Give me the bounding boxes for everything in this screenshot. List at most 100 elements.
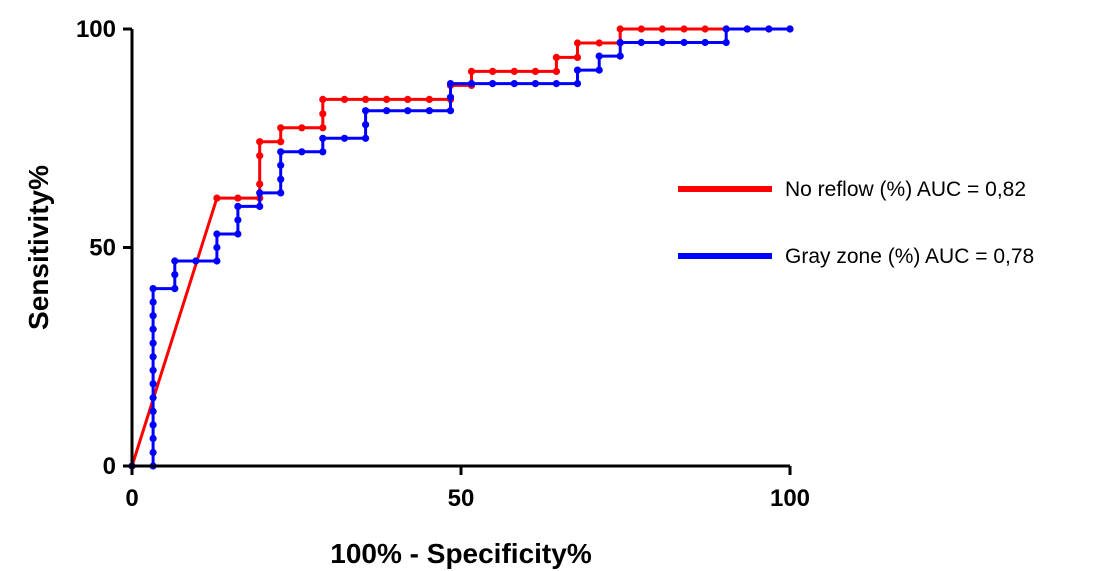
data-point (213, 257, 221, 265)
data-point (658, 25, 666, 33)
x-tick-label: 0 (125, 485, 138, 512)
series-line (132, 27, 790, 468)
data-point (680, 25, 688, 33)
data-point (362, 107, 370, 115)
data-point (234, 194, 242, 202)
x-tick-label: 100 (770, 485, 810, 512)
data-point (277, 189, 285, 197)
data-point (149, 366, 157, 374)
data-point (277, 138, 285, 146)
data-point (149, 353, 157, 361)
data-point (446, 107, 455, 115)
data-point (552, 53, 561, 62)
data-point (446, 93, 455, 101)
series-line (130, 27, 790, 467)
data-point (616, 52, 624, 60)
data-point (277, 148, 285, 156)
data-point (234, 216, 242, 224)
data-point (404, 95, 412, 103)
series-2 (128, 25, 794, 470)
y-axis-ticks: 0 50 100 (76, 16, 132, 480)
x-axis-ticks: 0 50 100 (125, 466, 810, 512)
data-point (171, 257, 179, 265)
legend-item: No reflow (%) AUC = 0,82 (678, 178, 1026, 201)
data-point (340, 95, 349, 103)
data-point (467, 80, 476, 88)
data-point (298, 148, 306, 156)
data-point (171, 285, 179, 293)
data-point (171, 271, 179, 279)
data-point (404, 107, 412, 115)
data-point (573, 66, 582, 74)
data-point (552, 80, 561, 88)
data-point (637, 25, 645, 33)
data-point (383, 107, 391, 115)
data-point (616, 25, 624, 33)
data-point (213, 230, 221, 238)
data-point (362, 134, 370, 142)
legend-label: No reflow (%) AUC = 0,82 (785, 178, 1026, 201)
data-point (510, 80, 518, 88)
data-point (489, 67, 497, 75)
data-point (277, 175, 285, 183)
data-point (595, 39, 603, 47)
data-point (340, 134, 349, 142)
data-point (149, 421, 157, 429)
data-point (256, 202, 264, 210)
data-point (319, 148, 327, 156)
data-point (595, 52, 603, 60)
x-axis-title: 100% - Specificity% (330, 538, 592, 569)
data-point (319, 110, 327, 118)
data-point (765, 25, 773, 33)
data-point (192, 257, 200, 265)
data-point (680, 38, 688, 47)
data-point (149, 298, 157, 306)
data-point (531, 80, 540, 88)
data-point (256, 189, 264, 197)
data-point (552, 67, 561, 75)
data-point (658, 38, 666, 47)
data-point (277, 124, 285, 132)
data-point (531, 67, 540, 75)
data-point (149, 285, 157, 293)
legend: No reflow (%) AUC = 0,82 Gray zone (%) AU… (678, 178, 1034, 268)
data-point (701, 38, 709, 47)
data-point (743, 25, 751, 33)
data-point (149, 325, 157, 333)
data-point (701, 25, 709, 33)
data-point (319, 95, 327, 103)
data-point (573, 80, 582, 88)
data-point (234, 202, 242, 210)
data-point (446, 80, 455, 88)
data-point (149, 312, 157, 320)
data-point (383, 95, 391, 103)
data-point (213, 243, 221, 252)
y-tick-label: 50 (89, 235, 116, 262)
data-point (256, 138, 264, 146)
data-point (149, 380, 157, 388)
data-point (213, 194, 221, 202)
data-point (573, 53, 582, 62)
data-point (256, 180, 264, 188)
data-point (425, 107, 433, 115)
legend-item: Gray zone (%) AUC = 0,78 (678, 245, 1034, 268)
data-point (149, 407, 157, 415)
data-point (722, 25, 730, 33)
data-point (234, 230, 242, 238)
data-point (362, 121, 370, 129)
plot-area (128, 25, 794, 470)
data-point (319, 124, 327, 132)
x-tick-label: 50 (448, 485, 475, 512)
data-point (573, 39, 582, 47)
data-point (149, 448, 157, 457)
data-point (510, 67, 518, 75)
series-1 (128, 25, 794, 470)
y-tick-label: 100 (76, 16, 116, 43)
data-point (149, 394, 157, 402)
data-point (277, 161, 285, 169)
legend-label: Gray zone (%) AUC = 0,78 (785, 245, 1034, 268)
data-point (149, 434, 157, 443)
data-point (637, 38, 645, 47)
data-point (786, 25, 794, 33)
